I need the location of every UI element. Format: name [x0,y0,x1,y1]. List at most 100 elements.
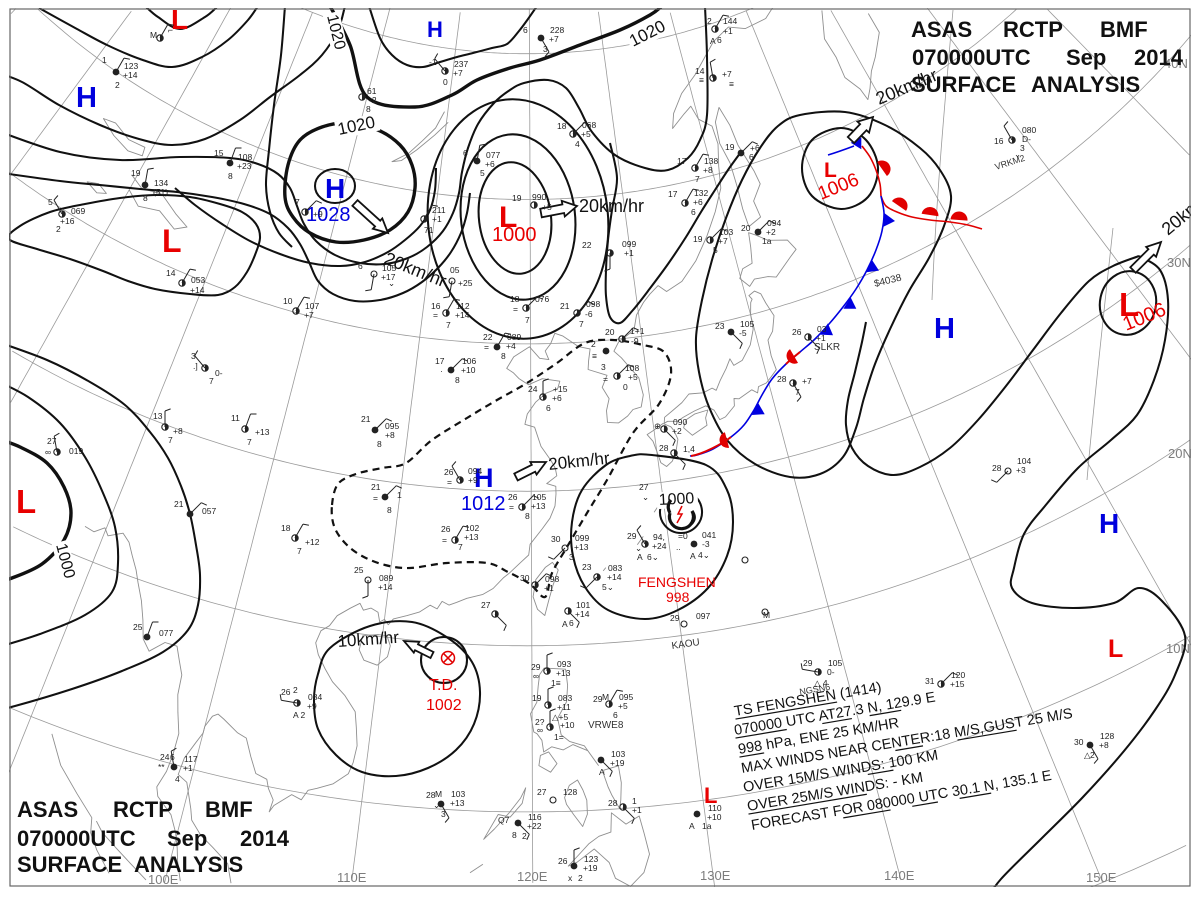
svg-text:⌐: ⌐ [168,25,173,35]
svg-text:089: 089 [379,573,393,583]
svg-text:≡: ≡ [699,75,704,85]
svg-text:998: 998 [666,589,690,605]
svg-text:2?: 2? [535,717,545,727]
svg-text:103: 103 [611,749,625,759]
svg-text:20N: 20N [1168,446,1192,461]
svg-text:4: 4 [175,774,180,784]
svg-text:BMF: BMF [205,797,253,822]
svg-text:SURFACE: SURFACE [911,72,1016,97]
svg-text:40N: 40N [1164,56,1188,71]
svg-text:7: 7 [168,435,173,445]
svg-text:1028: 1028 [306,204,351,226]
svg-text:-5: -5 [739,328,747,338]
svg-text:6: 6 [749,152,754,162]
svg-text:-9: -9 [631,336,639,346]
svg-text:1: 1 [397,490,402,500]
svg-text:28: 28 [659,443,669,453]
svg-text:+6: +6 [552,393,562,403]
svg-text:10: 10 [283,296,293,306]
svg-text:+7: +7 [802,376,812,386]
svg-text:8: 8 [366,104,371,114]
svg-text:29: 29 [531,662,541,672]
svg-text:8: 8 [512,830,517,840]
svg-text:L: L [16,483,36,520]
svg-text:BMF: BMF [1100,17,1148,42]
svg-text:31: 31 [925,676,935,686]
svg-text:110: 110 [708,803,722,813]
svg-text:30N: 30N [1167,255,1191,270]
svg-text:107: 107 [305,301,319,311]
svg-text:29: 29 [593,694,603,704]
svg-text:128: 128 [563,787,577,797]
svg-text:6: 6 [691,207,696,217]
svg-text:⌄: ⌄ [388,278,395,288]
svg-text:7: 7 [525,315,530,325]
svg-text:3: 3 [1020,143,1025,153]
svg-text:=: = [484,342,489,352]
svg-text:211: 211 [432,205,446,215]
svg-text:≡: ≡ [729,79,734,89]
svg-text:L: L [824,159,837,182]
svg-text:103: 103 [451,789,465,799]
svg-text:△+5: △+5 [552,712,569,722]
svg-text:6: 6 [358,261,363,271]
svg-text:+25: +25 [458,278,473,288]
svg-text:7: 7 [209,376,214,386]
svg-text:+7: +7 [722,69,732,79]
svg-text:A: A [689,821,695,831]
svg-text:+6: +6 [750,143,760,153]
svg-text:6: 6 [170,752,175,762]
svg-text:5: 5 [480,168,485,178]
svg-text:104: 104 [1017,456,1031,466]
svg-text:94,: 94, [653,532,665,542]
svg-text:⌄: ⌄ [642,492,649,502]
svg-text:30: 30 [520,573,530,583]
svg-text:+9: +9 [468,475,478,485]
svg-text:KAOU: KAOU [671,637,701,652]
svg-text:+9: +9 [313,209,323,219]
svg-text:+6: +6 [693,197,703,207]
svg-text:L: L [162,223,182,259]
svg-text:7: 7 [579,319,584,329]
svg-text:∞: ∞ [537,725,543,735]
svg-text:M: M [435,789,442,799]
svg-text:8: 8 [387,505,392,515]
svg-text:990: 990 [532,192,546,202]
svg-text:+22: +22 [527,821,542,831]
svg-text:22: 22 [483,332,493,342]
svg-text:19: 19 [725,142,735,152]
svg-text:+7: +7 [453,68,463,78]
svg-text:-3: -3 [702,539,710,549]
svg-text:17: 17 [668,189,678,199]
svg-text:05: 05 [450,265,460,275]
svg-text:+23: +23 [237,161,252,171]
svg-text:8: 8 [143,193,148,203]
svg-text:1: 1 [102,55,107,65]
svg-text:070000UTC: 070000UTC [17,826,136,851]
svg-text:SLKR: SLKR [814,342,840,353]
svg-text:+19: +19 [610,758,625,768]
svg-text:26: 26 [792,327,802,337]
svg-text:△: △ [1084,750,1091,760]
svg-text:28: 28 [777,374,787,384]
svg-text:Sep: Sep [1066,45,1106,70]
svg-text:1=: 1= [554,732,564,742]
svg-text:03: 03 [817,324,827,334]
svg-text:29: 29 [627,531,637,541]
svg-text:RCTP: RCTP [113,797,173,822]
svg-text:SURFACE: SURFACE [17,852,122,877]
svg-text:H: H [76,82,97,114]
svg-text:7: 7 [446,320,451,330]
svg-text:+15: +15 [950,679,965,689]
svg-text:+14: +14 [607,572,622,582]
svg-text:128: 128 [1100,731,1114,741]
svg-text:25: 25 [133,622,143,632]
svg-text:095: 095 [619,692,633,702]
svg-text:26: 26 [558,856,568,866]
svg-text:228: 228 [550,25,564,35]
svg-text:28: 28 [426,790,436,800]
svg-text:23: 23 [715,321,725,331]
svg-text:2: 2 [1090,750,1095,760]
svg-text:+1: +1 [816,333,826,343]
svg-text:(51): (51) [153,187,168,197]
